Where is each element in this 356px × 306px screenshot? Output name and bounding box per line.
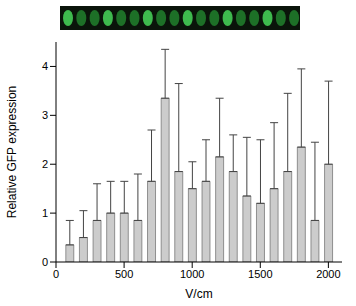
- svg-text:0: 0: [42, 256, 48, 268]
- svg-text:2: 2: [42, 158, 48, 170]
- svg-text:1500: 1500: [248, 268, 272, 280]
- svg-text:3: 3: [42, 109, 48, 121]
- svg-text:1000: 1000: [180, 268, 204, 280]
- svg-text:1: 1: [42, 207, 48, 219]
- svg-text:0: 0: [53, 268, 59, 280]
- svg-text:V/cm: V/cm: [185, 287, 212, 301]
- svg-text:2000: 2000: [316, 268, 340, 280]
- svg-text:Relative GFP expression: Relative GFP expression: [8, 86, 19, 219]
- svg-text:500: 500: [115, 268, 133, 280]
- svg-text:4: 4: [42, 60, 48, 72]
